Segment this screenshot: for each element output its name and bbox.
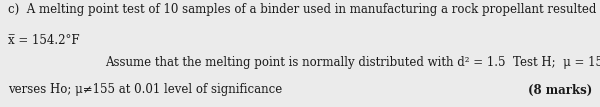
Text: verses Ho; μ≠155 at 0.01 level of significance: verses Ho; μ≠155 at 0.01 level of signif… <box>8 83 282 96</box>
Text: c)  A melting point test of 10 samples of a binder used in manufacturing a rock : c) A melting point test of 10 samples of… <box>8 3 600 16</box>
Text: Assume that the melting point is normally distributed with d² = 1.5  Test H;  μ : Assume that the melting point is normall… <box>105 56 600 69</box>
Text: (8 marks): (8 marks) <box>528 83 592 96</box>
Text: x̅ = 154.2°F: x̅ = 154.2°F <box>8 34 79 47</box>
